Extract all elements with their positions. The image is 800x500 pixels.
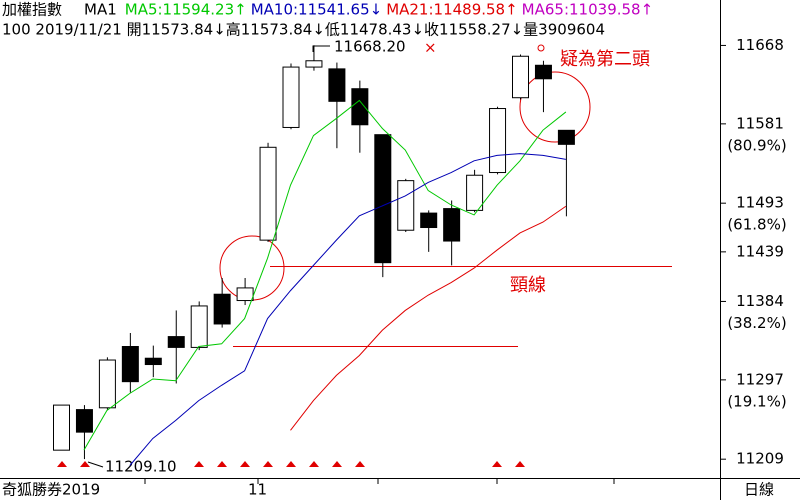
candle-body [167,336,185,348]
chart-title: 加權指數 [2,1,62,19]
signal [309,461,319,467]
candle-body [53,404,70,451]
candle-body [489,108,507,174]
candle-body [190,305,208,348]
chart-subtitle: MA1 [84,1,117,19]
legend-entry: MA10:11541.65↓ [251,1,382,19]
footer: 奇狐勝券2019 11 日線 [2,481,774,499]
circle-marker [537,44,545,52]
y-tick-label: 11297 [736,370,784,388]
x-ticks [144,478,615,484]
signal-markers [57,461,525,467]
candle-body [534,64,552,80]
signal [515,461,525,467]
low-pointer [87,461,104,468]
candle-body [75,409,93,433]
annotation-top: 疑為第二頭 [560,49,650,70]
y-tick-label: 11384 [736,292,784,310]
legend-entry: MA5:11594.23↑ [125,1,247,19]
high-label: 11668.20 [334,38,406,56]
info-line: 100 2019/11/21 開11573.84↓高11573.84↓低1147… [2,21,605,39]
y-tick-percent: (61.8%) [727,216,786,234]
cross-marker: × [424,39,437,57]
signal [194,461,204,467]
candle-body [397,180,415,231]
highlight-circle [519,71,591,143]
y-tick-label: 11209 [736,450,784,468]
candle-body [557,129,575,145]
low-label: 11209.10 [105,458,177,476]
plot-area [53,45,575,466]
annotations: 11668.20 × 疑為第二頭 頸線 11209.10 [57,38,672,476]
signal [80,461,90,467]
ma-line [129,153,566,466]
annotation-neck: 頸線 [510,275,546,296]
y-tick-percent: (19.1%) [727,392,786,410]
ma-line [83,99,567,451]
y-tick-percent: (80.9%) [727,136,786,154]
y-tick-label: 11668 [736,36,784,54]
candle-body [98,359,116,409]
signal [355,461,365,467]
candle-body [512,55,529,99]
candle-body [282,66,300,128]
candle-body [144,357,162,366]
candle-body [121,346,139,383]
ma-line [290,205,567,431]
candle-body [259,146,277,241]
footer-left: 奇狐勝券2019 [2,481,100,499]
legend-entry: MA65:11039.58↑ [522,1,653,19]
candle-body [420,212,438,229]
y-tick-percent: (38.2%) [727,314,786,332]
candle-body [236,287,254,302]
signal [263,461,273,467]
signal [332,461,342,467]
legend-entry: MA21:11489.58↑ [386,1,517,19]
high-pointer [312,45,330,52]
candle-body [374,134,392,264]
y-tick-label: 11493 [736,194,784,212]
signal [240,461,250,467]
signal [57,461,67,467]
y-tick-label: 11581 [736,114,784,132]
candle-body [213,293,231,325]
period-label: 日線 [744,481,774,499]
candle-body [351,88,369,126]
y-tick-label: 11439 [736,242,784,260]
candle-body [466,174,484,211]
signal [217,461,227,467]
candle-body [443,208,461,242]
candle-body [328,68,346,102]
x-tick-label: 11 [248,481,267,499]
candle-body [305,60,323,68]
signal [286,461,296,467]
signal [492,461,502,467]
header: 加權指數 MA1 100 2019/11/21 開11573.84↓高11573… [2,1,605,39]
